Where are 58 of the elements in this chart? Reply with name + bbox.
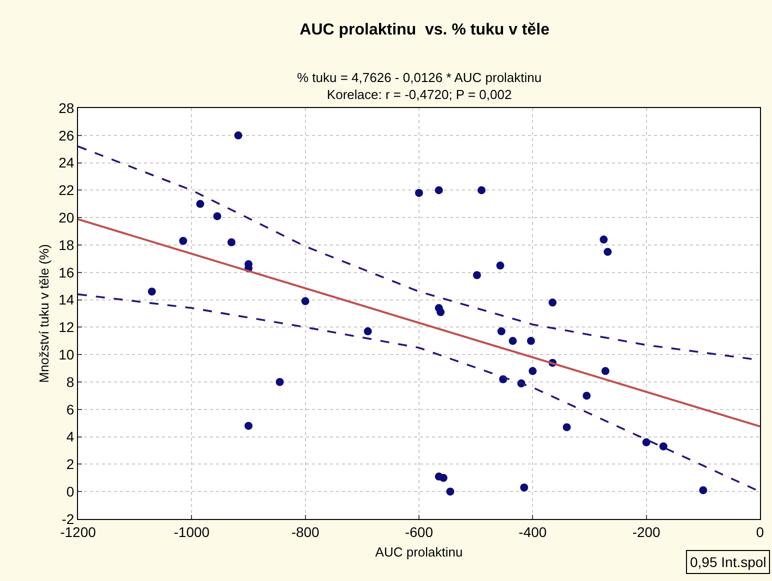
- x-tick-label: -1000: [174, 524, 210, 540]
- y-tick-label: 22: [58, 182, 74, 198]
- point: [642, 438, 650, 446]
- y-tick-label: 26: [58, 127, 74, 144]
- point: [582, 392, 591, 400]
- point: [497, 327, 506, 336]
- x-axis-title: AUC prolaktinu: [375, 544, 463, 560]
- y-axis-title: Množství tuku v těle (%): [36, 244, 52, 383]
- point: [601, 367, 610, 376]
- point: [196, 200, 204, 208]
- point: [415, 188, 423, 197]
- point: [600, 236, 608, 244]
- point: [478, 186, 486, 194]
- point: [227, 238, 236, 246]
- y-tick-label: 14: [58, 292, 74, 308]
- x-tick-label: -200: [632, 524, 661, 540]
- y-tick-label: 12: [58, 319, 74, 336]
- y-tick-label: 8: [66, 374, 74, 390]
- point: [234, 131, 242, 140]
- x-tick-label: -400: [518, 524, 547, 540]
- point: [562, 423, 571, 432]
- point: [436, 308, 445, 316]
- point: [508, 336, 517, 345]
- y-tick-label: 16: [58, 264, 74, 280]
- point: [526, 336, 535, 345]
- point: [364, 327, 372, 336]
- chart-subtitle: % tuku = 4,7626 - 0,0126 * AUC prolaktinu Korelace: r = -0,4720; P = 0,002: [297, 70, 542, 102]
- text: 0,95 Int.spol: [690, 554, 766, 570]
- point: [179, 236, 188, 245]
- point: [434, 186, 443, 194]
- y-tick-label: 10: [58, 346, 74, 362]
- x-tick-label: -600: [404, 524, 434, 540]
- point: [446, 488, 454, 496]
- y-tick-label: 2: [66, 456, 74, 472]
- point: [520, 483, 528, 492]
- point: [148, 288, 156, 296]
- y-tick-label: 20: [58, 210, 74, 226]
- point: [528, 367, 537, 376]
- point: [496, 262, 504, 270]
- point: [276, 378, 284, 386]
- y-tick-label: 6: [66, 401, 74, 418]
- point: [699, 486, 708, 494]
- x-tick-label: -800: [291, 524, 320, 540]
- point: [301, 297, 310, 306]
- y-tick-label: 18: [58, 236, 74, 253]
- point: [439, 474, 448, 482]
- point: [213, 212, 222, 220]
- y-tick-label: 28: [58, 100, 74, 116]
- point: [472, 271, 481, 280]
- y-tick-label: 0: [66, 484, 74, 500]
- point: [659, 442, 668, 450]
- chart-title: AUC prolaktinu vs. % tuku v těle: [300, 21, 550, 38]
- y-tick-label: 24: [58, 154, 74, 171]
- point: [244, 422, 252, 430]
- y-tick-label: 4: [66, 428, 74, 445]
- point: [548, 298, 557, 307]
- point: [604, 248, 612, 256]
- x-tick-label: 0: [756, 524, 764, 540]
